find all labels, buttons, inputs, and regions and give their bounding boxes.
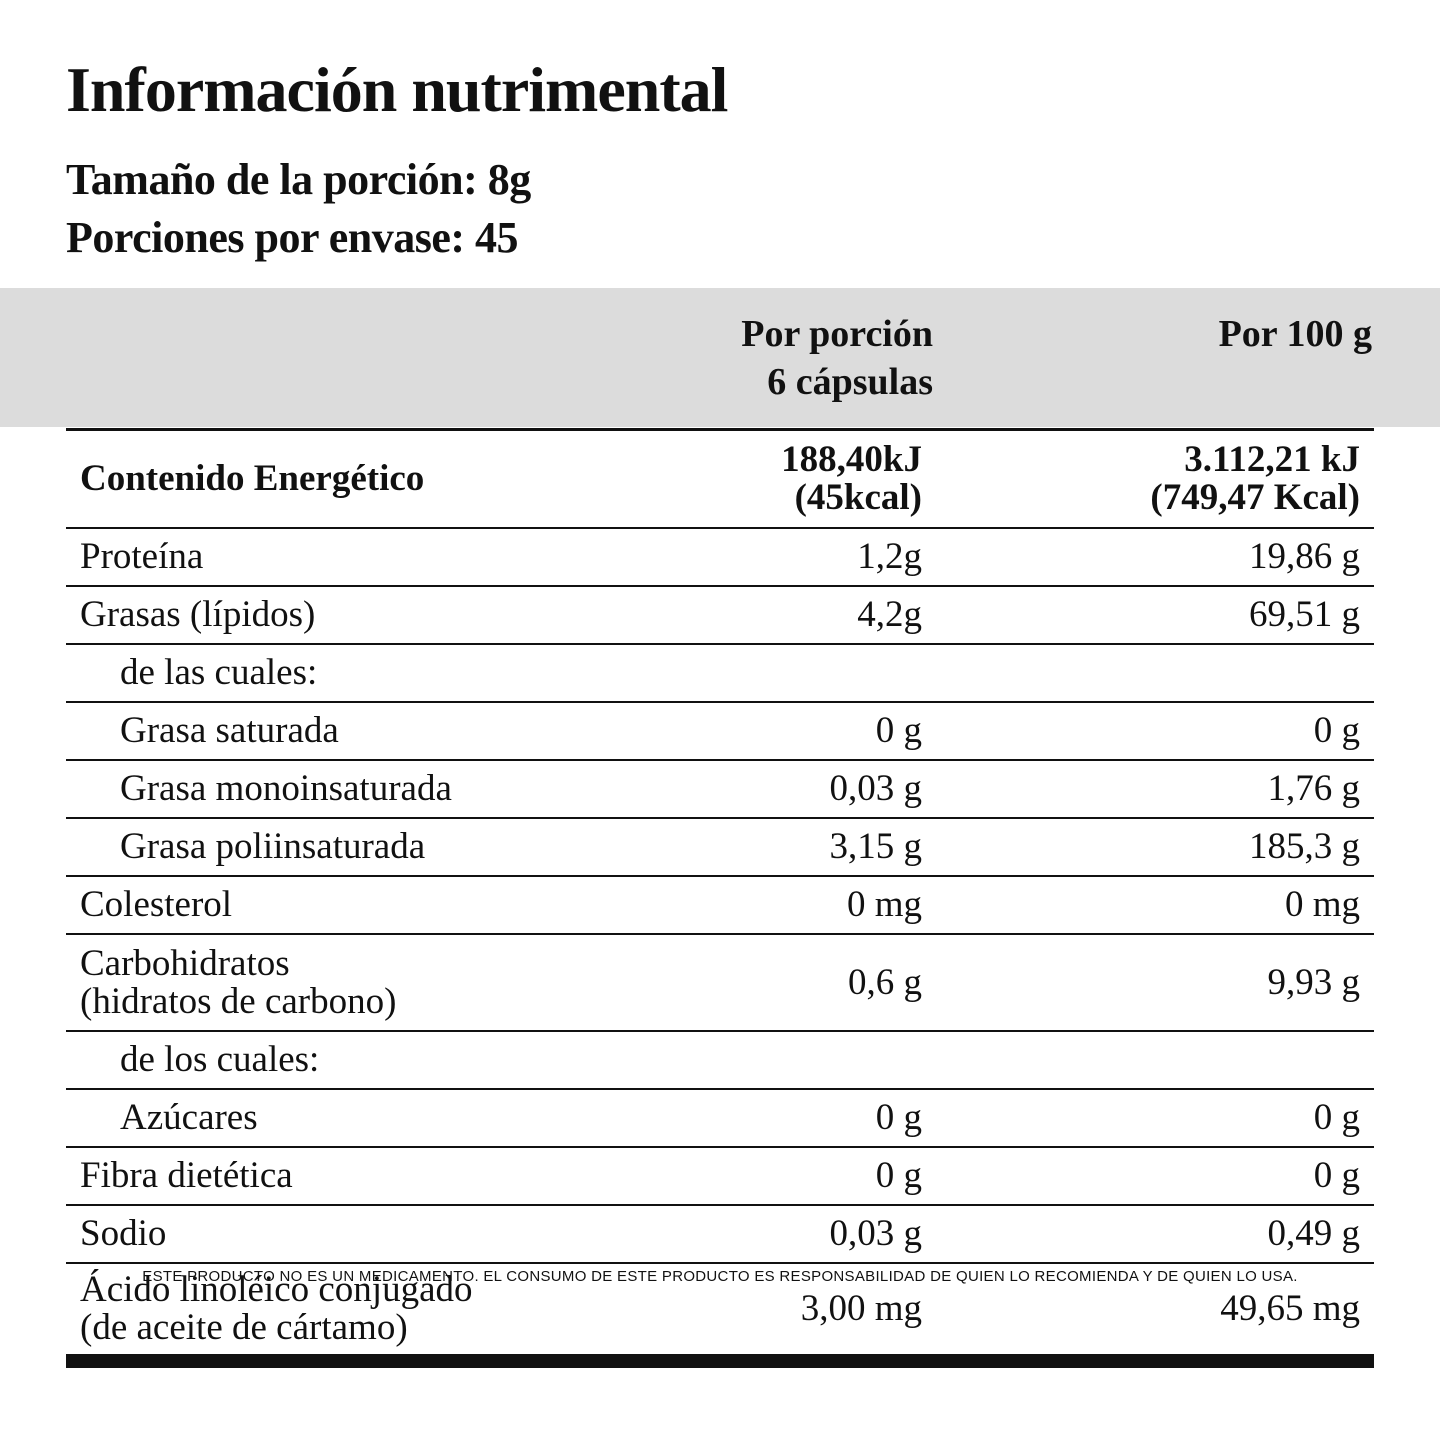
per-100g-value: 69,51 g bbox=[1249, 594, 1360, 635]
row-label-line2: (hidratos de carbono) bbox=[80, 980, 397, 1022]
per-serving-value: 188,40kJ (45kcal) bbox=[781, 441, 922, 517]
row-label: Sodio bbox=[80, 1213, 167, 1254]
per-100g-value: 19,86 g bbox=[1249, 536, 1360, 577]
per-serving-value: 0 g bbox=[875, 1097, 922, 1138]
row-label: Colesterol bbox=[80, 884, 233, 925]
per-100g-value: 0 mg bbox=[1284, 884, 1360, 925]
disclaimer: ESTE PRODUCTO NO ES UN MEDICAMENTO. EL C… bbox=[142, 1268, 1298, 1285]
per-serving-value: 0,03 g bbox=[829, 768, 923, 809]
per-100g-value: 0 g bbox=[1313, 710, 1360, 751]
row-label: Grasa poliinsaturada bbox=[120, 826, 426, 867]
row-label-line1: Carbohidratos bbox=[80, 942, 290, 984]
row-label: Fibra dietética bbox=[80, 1155, 293, 1196]
per-100g-value-kcal: (749,47 Kcal) bbox=[1150, 477, 1360, 518]
row-label: Grasa monoinsaturada bbox=[120, 768, 452, 809]
per-100g-value: 3.112,21 kJ (749,47 Kcal) bbox=[1150, 441, 1360, 517]
table-row: Azúcares 0 g 0 g bbox=[66, 1090, 1374, 1148]
table-row: Grasa poliinsaturada 3,15 g 185,3 g bbox=[66, 819, 1374, 877]
per-serving-value: 3,00 mg bbox=[800, 1288, 922, 1329]
row-label: Azúcares bbox=[120, 1097, 258, 1138]
per-serving-value: 0,6 g bbox=[848, 961, 922, 1003]
table-row: Ácido linoléico conjugado (de aceite de … bbox=[66, 1264, 1374, 1368]
column-header-per-100g: Por 100 g bbox=[1218, 313, 1372, 355]
column-header-per-serving: Por porción 6 cápsulas bbox=[741, 310, 933, 406]
per-100g-value: 0,49 g bbox=[1267, 1213, 1361, 1254]
per-100g-value: 49,65 mg bbox=[1220, 1288, 1360, 1329]
table-row: Grasa saturada 0 g 0 g bbox=[66, 703, 1374, 761]
per-serving-value-kj: 188,40kJ bbox=[781, 439, 922, 480]
column-header-per-serving-line1: Por porción bbox=[741, 313, 933, 355]
row-label: Proteína bbox=[80, 536, 204, 577]
row-label-line2: (de aceite de cártamo) bbox=[80, 1307, 408, 1348]
per-serving-value: 0,03 g bbox=[829, 1213, 923, 1254]
row-label: de las cuales: bbox=[120, 652, 318, 693]
per-100g-value: 9,93 g bbox=[1267, 961, 1361, 1003]
table-row: Sodio 0,03 g 0,49 g bbox=[66, 1206, 1374, 1264]
per-serving-value: 1,2g bbox=[857, 536, 922, 577]
table-row-energy: Contenido Energético 188,40kJ (45kcal) 3… bbox=[66, 431, 1374, 529]
row-label: Contenido Energético bbox=[80, 458, 425, 499]
table-row: Fibra dietética 0 g 0 g bbox=[66, 1148, 1374, 1206]
table-row: Colesterol 0 mg 0 mg bbox=[66, 877, 1374, 935]
row-label: Carbohidratos (hidratos de carbono) bbox=[66, 942, 706, 1022]
serving-size: Tamaño de la porción: 8g bbox=[66, 155, 531, 204]
per-serving-value: 0 g bbox=[875, 710, 922, 751]
table-row: Carbohidratos (hidratos de carbono) 0,6 … bbox=[66, 935, 1374, 1032]
table-row: de los cuales: bbox=[66, 1032, 1374, 1090]
per-100g-value: 185,3 g bbox=[1249, 826, 1360, 867]
per-serving-value: 4,2g bbox=[857, 594, 922, 635]
per-100g-value: 0 g bbox=[1313, 1097, 1360, 1138]
per-100g-value-kj: 3.112,21 kJ bbox=[1184, 439, 1360, 480]
per-serving-value: 3,15 g bbox=[829, 826, 923, 867]
row-label: de los cuales: bbox=[120, 1039, 320, 1080]
nutrition-table: Contenido Energético 188,40kJ (45kcal) 3… bbox=[66, 428, 1374, 1368]
per-serving-value-kcal: (45kcal) bbox=[794, 477, 922, 518]
table-row: Grasa monoinsaturada 0,03 g 1,76 g bbox=[66, 761, 1374, 819]
table-row: Proteína 1,2g 19,86 g bbox=[66, 529, 1374, 587]
row-label: Grasa saturada bbox=[120, 710, 339, 751]
table-row: Grasas (lípidos) 4,2g 69,51 g bbox=[66, 587, 1374, 645]
row-label: Grasas (lípidos) bbox=[80, 594, 316, 635]
per-100g-value: 1,76 g bbox=[1267, 768, 1361, 809]
servings-per-container: Porciones por envase: 45 bbox=[66, 213, 519, 262]
per-serving-value: 0 mg bbox=[846, 884, 922, 925]
column-header-per-serving-line2: 6 cápsulas bbox=[767, 361, 933, 403]
page-title: Información nutrimental bbox=[66, 54, 728, 125]
row-label: Ácido linoléico conjugado (de aceite de … bbox=[66, 1271, 706, 1347]
table-header-band bbox=[0, 288, 1440, 427]
per-100g-value: 0 g bbox=[1313, 1155, 1360, 1196]
per-serving-value: 0 g bbox=[875, 1155, 922, 1196]
table-row: de las cuales: bbox=[66, 645, 1374, 703]
row-label-line1: Ácido linoléico conjugado bbox=[80, 1269, 473, 1310]
